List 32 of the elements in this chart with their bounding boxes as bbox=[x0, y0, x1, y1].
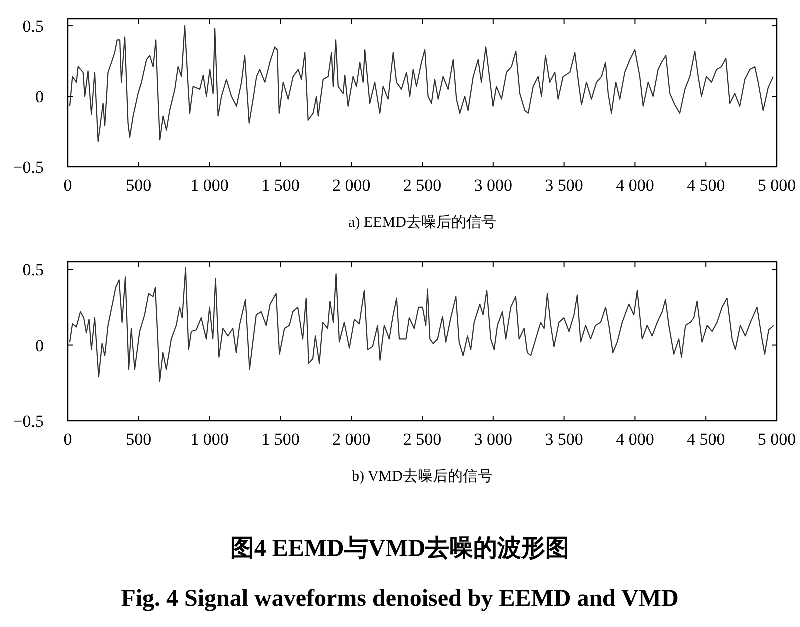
x-tick-label: 3 000 bbox=[474, 430, 513, 449]
caption: 图4 EEMD与VMD去噪的波形图 bbox=[230, 535, 570, 562]
x-tick-label: 3 000 bbox=[474, 176, 513, 195]
x-tick-label: 0 bbox=[64, 176, 72, 195]
x-tick-label: 4 000 bbox=[616, 430, 654, 449]
x-tick-label: 2 000 bbox=[332, 430, 371, 449]
x-tick-label: 2 000 bbox=[332, 176, 371, 195]
x-tick-label: 1 500 bbox=[262, 176, 300, 195]
x-tick-label: 1 000 bbox=[190, 176, 229, 195]
x-tick-label: 500 bbox=[126, 430, 152, 449]
x-tick-label: 500 bbox=[126, 176, 152, 195]
y-tick-label: 0 bbox=[36, 88, 44, 107]
x-tick-label: 1 000 bbox=[190, 430, 229, 449]
x-axis-title: a) EEMD去噪后的信号 bbox=[348, 214, 496, 231]
x-tick-label: 5 000 bbox=[758, 176, 796, 195]
x-tick-label: 3 500 bbox=[545, 430, 584, 449]
caption: Fig. 4 Signal waveforms denoised by EEMD and VMD bbox=[121, 586, 679, 612]
y-tick-label: −0.5 bbox=[13, 158, 44, 177]
x-tick-label: 3 500 bbox=[545, 176, 584, 195]
y-tick-label: 0.5 bbox=[22, 17, 44, 36]
x-tick-label: 2 500 bbox=[403, 430, 442, 449]
x-tick-label: 1 500 bbox=[262, 430, 300, 449]
x-tick-label: 2 500 bbox=[403, 176, 442, 195]
y-tick-label: 0 bbox=[36, 336, 44, 356]
y-tick-label: 0.5 bbox=[22, 260, 44, 280]
x-tick-label: 4 500 bbox=[686, 430, 726, 449]
x-tick-label: 4 500 bbox=[686, 176, 726, 195]
y-tick-label: −0.5 bbox=[13, 412, 44, 431]
x-tick-label: 5 000 bbox=[758, 430, 796, 449]
x-axis-title: b) VMD去噪后的信号 bbox=[352, 468, 493, 485]
x-tick-label: 4 000 bbox=[616, 176, 654, 195]
x-tick-label: 0 bbox=[64, 430, 72, 449]
